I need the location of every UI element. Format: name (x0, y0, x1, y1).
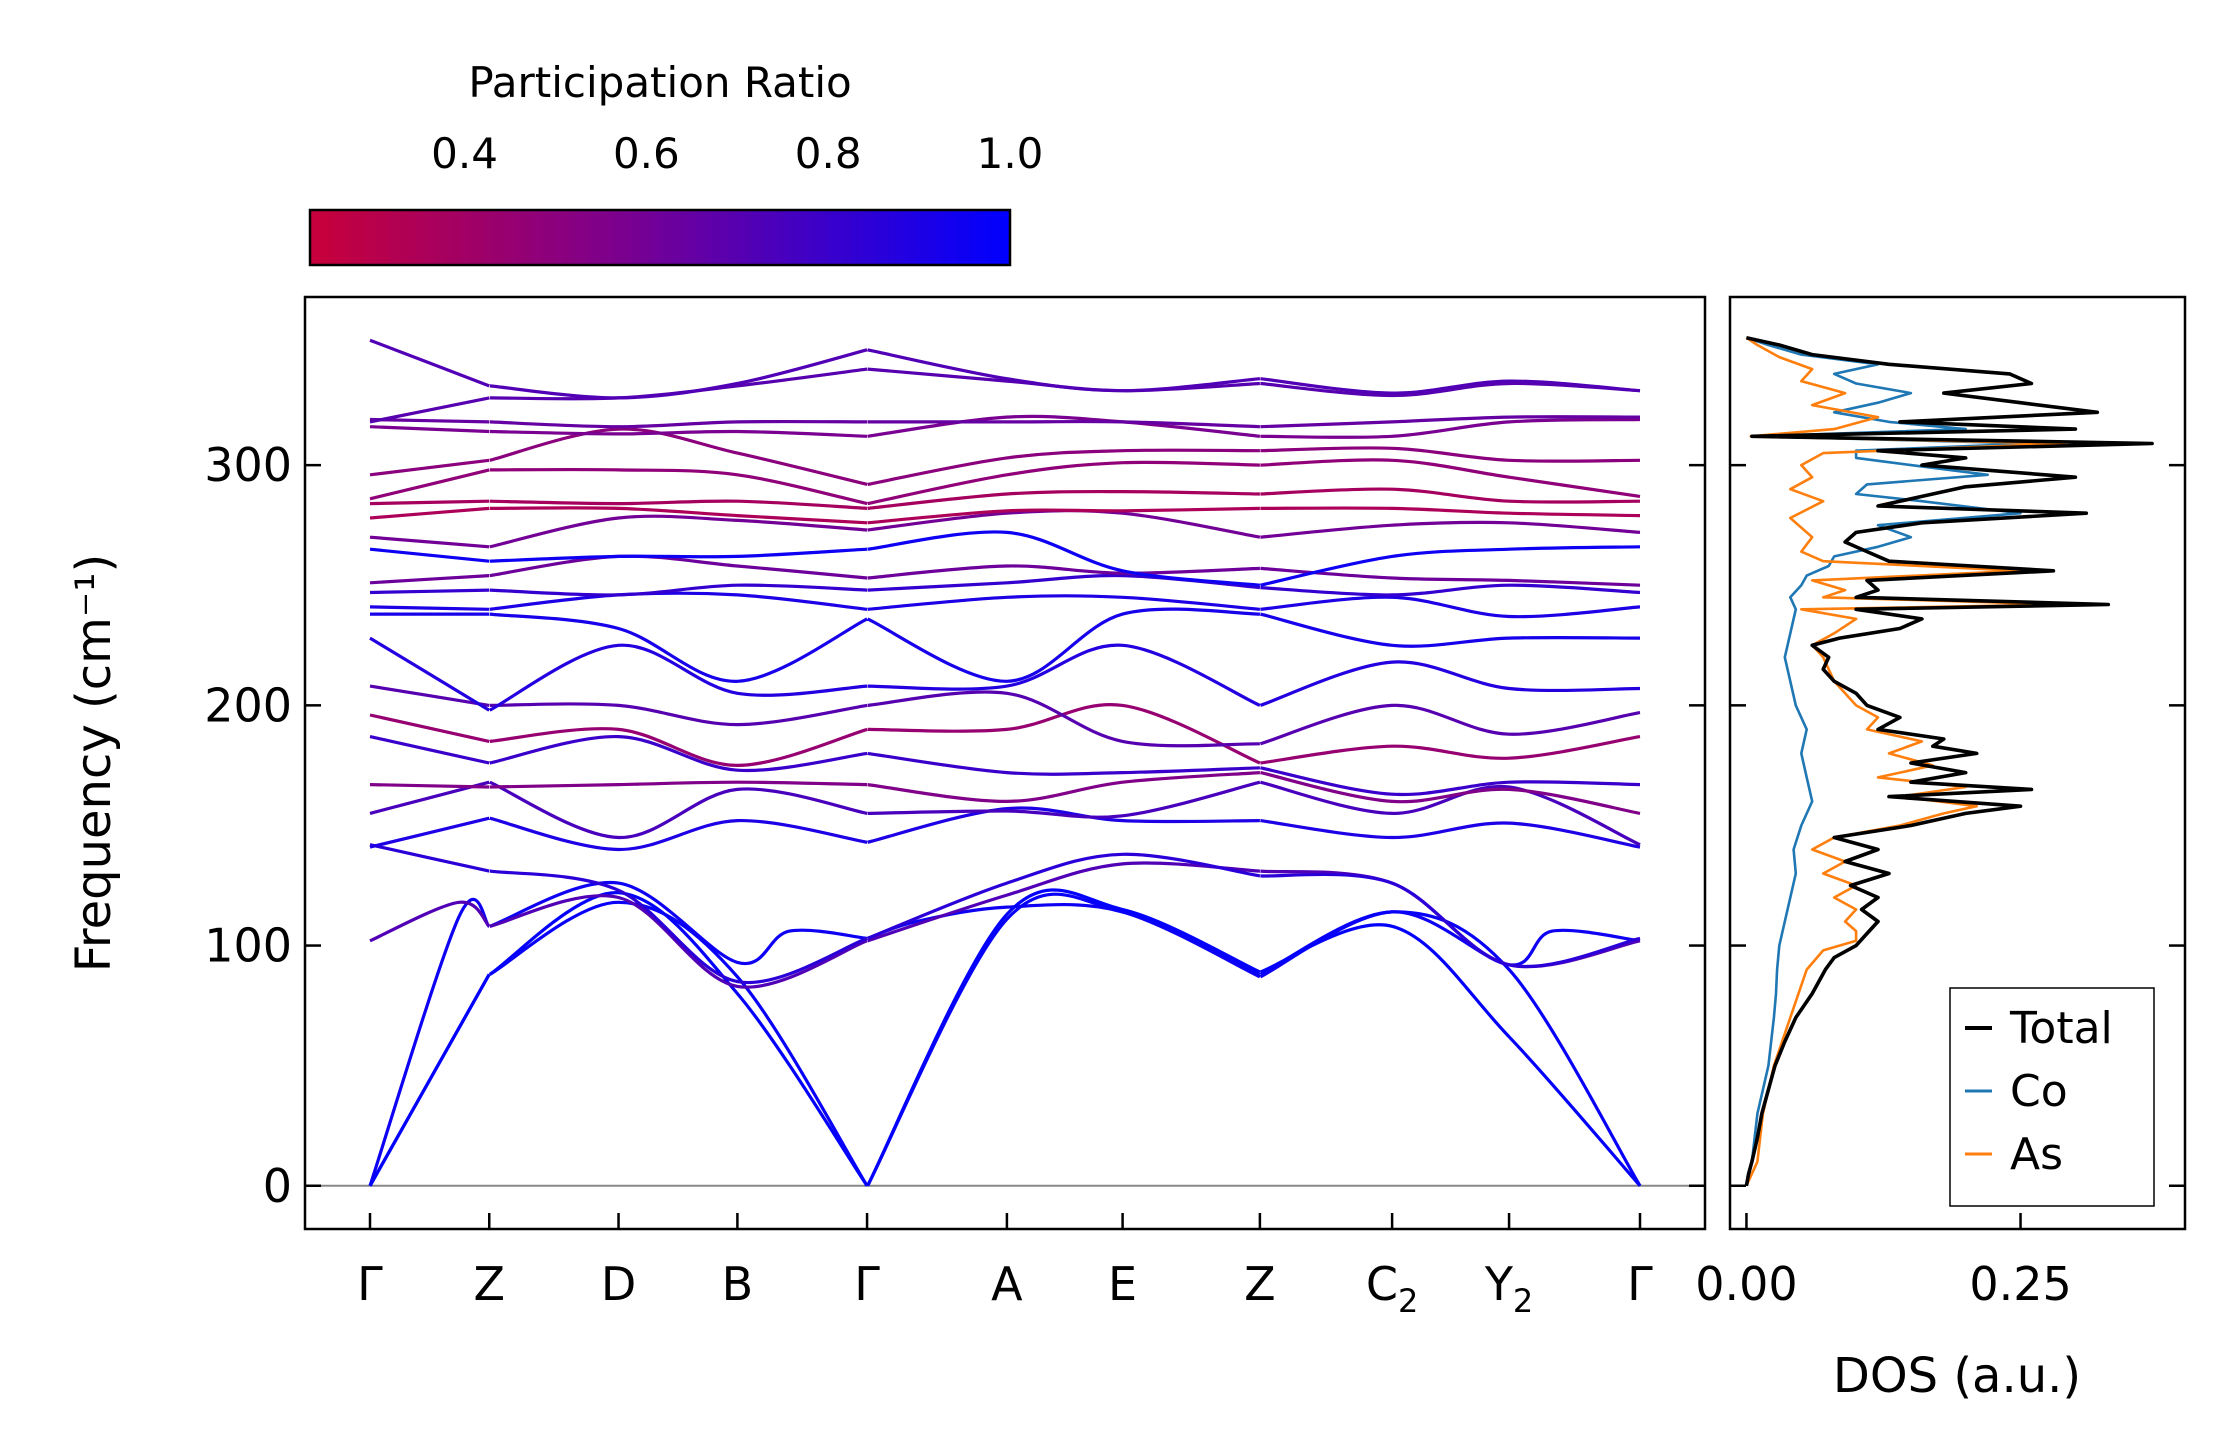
legend-label-total: Total (2009, 1003, 2113, 1054)
colorbar-gradient (308, 208, 1012, 267)
colorbar-ticks: 0.4 0.6 0.8 1.0 (431, 129, 1043, 265)
band-band-8 (369, 771, 1641, 815)
band-band-17 (369, 530, 1641, 587)
colorbar-tick-label: 1.0 (977, 129, 1044, 178)
colorbar: Participation Ratio 0.4 0.6 0.8 1.0 (308, 58, 1043, 267)
band-band-11 (369, 684, 1641, 748)
high-symmetry-label: Γ (357, 1257, 383, 1311)
band-band-26 (369, 338, 1641, 400)
band-band-4 (369, 861, 1641, 989)
dos-x-tick-label: 0.25 (1969, 1257, 2071, 1311)
band-band-19 (369, 506, 1641, 525)
dos-curve-co (1745, 336, 2033, 1187)
band-band-5 (369, 843, 1641, 985)
dos-axes: 0.00 0.25 (1695, 463, 2185, 1311)
y-axis-title: Frequency (cm⁻¹) (66, 554, 122, 972)
dos-curve-total (1744, 336, 2154, 1187)
y-tick-label: 200 (204, 678, 292, 732)
band-structure-panel: 0 100 200 300 Γ Z D B Γ A E Z C2 Y2 Γ Frequency (cm⁻¹… (66, 295, 1707, 1320)
high-symmetry-label: C2 (1366, 1257, 1418, 1320)
band-band-22 (369, 427, 1641, 486)
y-tick-label: 300 (204, 438, 292, 492)
band-band-7 (369, 780, 1641, 847)
label-subscript: 2 (1513, 1282, 1533, 1320)
band-band-18 (369, 509, 1641, 549)
band-band-12 (369, 636, 1641, 712)
phonon-bands (368, 338, 1642, 1187)
high-symmetry-label: E (1108, 1257, 1137, 1311)
dos-legend: Total Co As (1949, 987, 2155, 1207)
legend-label-as: As (2010, 1129, 2063, 1180)
high-symmetry-label: Y2 (1484, 1257, 1533, 1320)
dos-x-axis-title: DOS (a.u.) (1833, 1348, 2081, 1404)
band-band-13 (370, 607, 1641, 683)
legend-frame (1949, 987, 2155, 1207)
dos-x-tick-label: 0.00 (1695, 1257, 1797, 1311)
high-symmetry-label: Z (1244, 1257, 1276, 1311)
colorbar-tick-label: 0.6 (613, 129, 680, 178)
dos-plot-frame (1728, 295, 2187, 1231)
band-band-21 (369, 458, 1641, 506)
band-acoustic-2 (368, 892, 1642, 1187)
colorbar-title: Participation Ratio (468, 58, 851, 107)
band-band-14 (369, 591, 1641, 619)
band-band-6 (369, 806, 1641, 852)
band-band-23 (369, 414, 1641, 439)
colorbar-tick-label: 0.8 (795, 129, 862, 178)
band-y-axis: 0 100 200 300 (204, 438, 1705, 1213)
band-band-15 (369, 573, 1641, 597)
high-symmetry-label: Γ (854, 1257, 880, 1311)
colorbar-tick-label: 0.4 (431, 129, 498, 178)
dos-curves (1744, 336, 2154, 1187)
high-symmetry-label: D (601, 1257, 636, 1311)
dos-panel: 0.00 0.25 DOS (a.u.) Total Co As (1695, 295, 2187, 1404)
band-band-20 (369, 487, 1641, 510)
band-plot-frame (303, 295, 1707, 1231)
band-acoustic-1 (368, 880, 1641, 1187)
band-band-24 (369, 415, 1641, 429)
legend-label-co: Co (2010, 1066, 2068, 1117)
label-subscript: 2 (1398, 1282, 1418, 1320)
band-band-10 (369, 702, 1641, 768)
high-symmetry-label: B (722, 1257, 754, 1311)
high-symmetry-label: Z (473, 1257, 505, 1311)
band-band-9 (369, 734, 1641, 797)
y-tick-label: 100 (204, 919, 292, 973)
high-symmetry-label: Γ (1627, 1257, 1653, 1311)
band-acoustic-3 (368, 888, 1642, 1187)
band-band-16 (369, 554, 1641, 587)
y-tick-label: 0 (263, 1159, 292, 1213)
high-symmetry-label: A (991, 1257, 1023, 1311)
